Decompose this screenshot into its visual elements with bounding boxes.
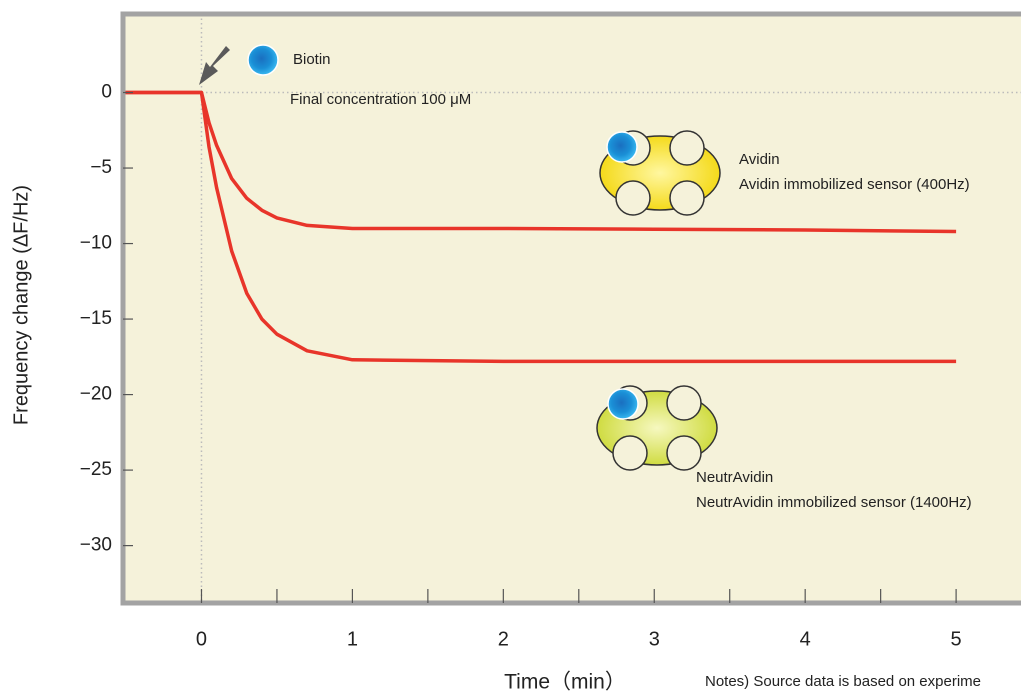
- y-tick-label: −25: [80, 459, 112, 480]
- x-tick-label: 3: [649, 628, 660, 650]
- x-axis-label: Time（min）: [504, 671, 626, 694]
- x-tick-label: 0: [196, 628, 207, 650]
- legend-label: NeutrAvidin: [696, 469, 773, 486]
- annotation: Biotin: [293, 51, 331, 68]
- y-tick-label: −10: [80, 233, 112, 254]
- y-tick-label: −5: [90, 157, 112, 178]
- biotin-icon: [247, 44, 279, 76]
- note: Notes) Source data is based on experime: [705, 673, 981, 690]
- annotation: NeutrAvidin immobilized sensor (1400Hz): [696, 494, 972, 511]
- y-axis-label: Frequency change (ΔF/Hz): [10, 185, 32, 425]
- annotation: Final concentration 100 μM: [290, 91, 471, 108]
- annotation: Avidin immobilized sensor (400Hz): [739, 176, 970, 193]
- data-line: [123, 90, 957, 234]
- avidin-icon: [599, 130, 721, 216]
- data-line: [123, 90, 957, 364]
- y-tick-label: −30: [80, 535, 112, 556]
- y-tick-label: −15: [80, 308, 112, 329]
- legend-label: Avidin: [739, 151, 780, 168]
- y-tick-label: −20: [80, 384, 112, 405]
- arrow: [199, 46, 230, 85]
- plot-area: [123, 14, 1021, 603]
- neutravidin-icon: [596, 385, 718, 471]
- x-tick-label: 4: [800, 628, 811, 650]
- x-tick-label: 1: [347, 628, 358, 650]
- x-tick-label: 2: [498, 628, 509, 650]
- border: [120, 11, 1021, 606]
- y-tick-label: 0: [101, 82, 112, 103]
- x-tick-label: 5: [951, 628, 962, 650]
